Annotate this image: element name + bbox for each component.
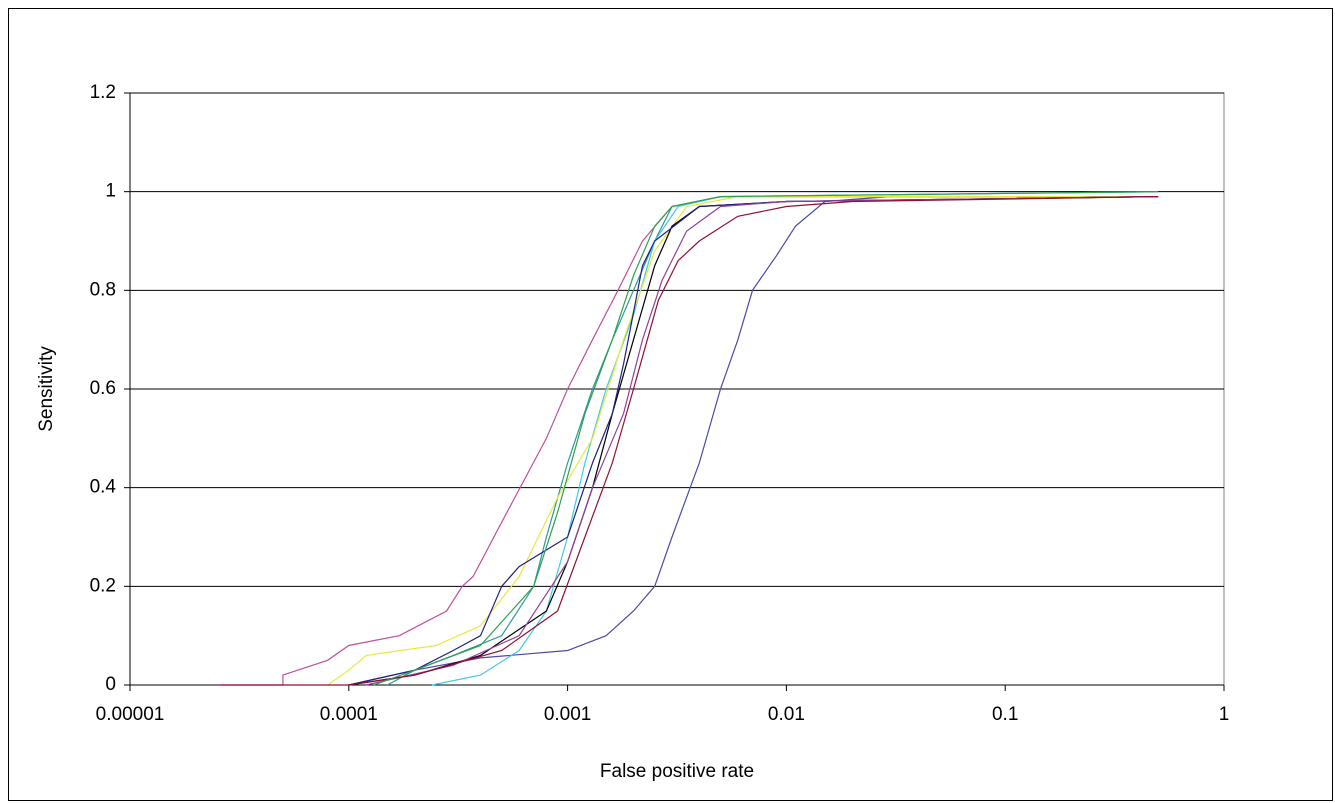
series-line [431,196,1159,686]
series-line [220,196,1159,686]
y-tick-label: 1 [105,181,116,202]
y-tick-label: 1.2 [90,82,116,103]
series-line [348,196,1159,686]
y-tick-label: 0.8 [90,279,116,300]
x-tick-label: 0.1 [992,704,1018,725]
series-line [373,191,1159,686]
x-tick-label: 0.01 [768,704,805,725]
x-tick-label: 1 [1219,704,1230,725]
x-tick-label: 0.001 [544,704,592,725]
y-axis-label: Sensitivity [36,346,57,432]
y-tick-label: 0.4 [90,477,117,498]
series-line [327,196,1159,686]
x-tick-label: 0.00001 [96,704,165,725]
series-line [217,196,1159,686]
series-line [365,196,1159,686]
y-tick-label: 0 [105,674,116,695]
x-tick-label: 0.0001 [320,704,378,725]
x-axis-label: False positive rate [600,761,754,782]
chart-frame [8,8,1333,801]
y-tick-label: 0.6 [90,378,116,399]
y-tick-label: 0.2 [90,575,116,596]
series-line [348,196,1159,686]
